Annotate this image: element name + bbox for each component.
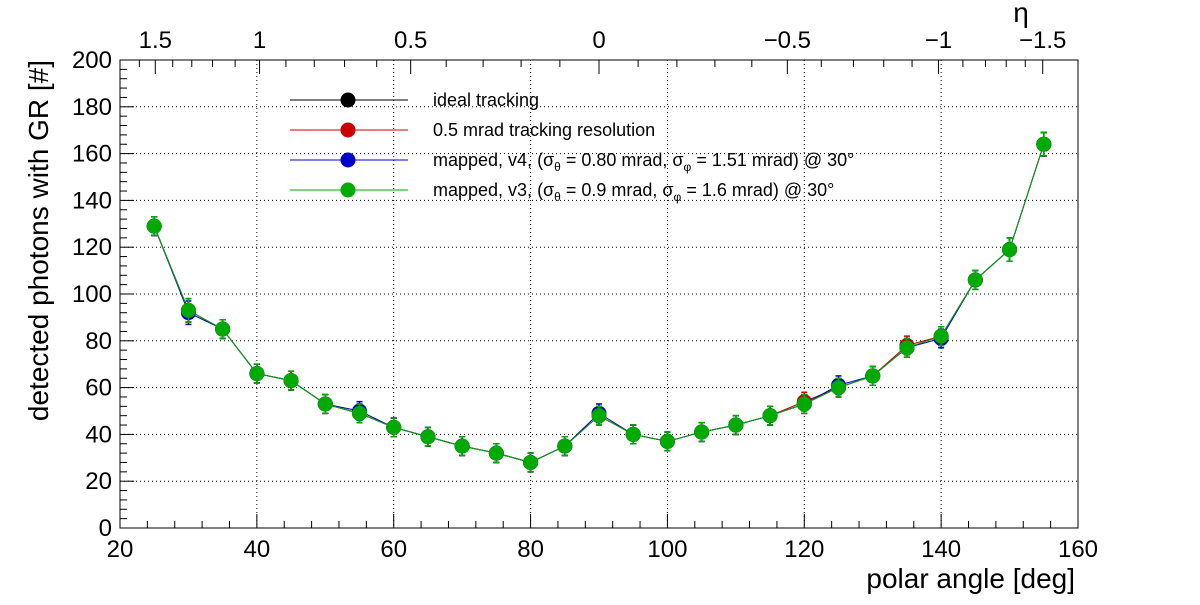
data-point [557,438,573,454]
data-point [728,417,744,433]
data-point [625,426,641,442]
legend-entry-4: mapped, v3, (σθ = 0.9 mrad, σφ = 1.6 mra… [290,180,834,204]
legend-subscript: θ [554,190,561,204]
y-axis-title: detected photons with GR [#] [23,60,54,421]
top-tick-label: 1 [253,27,266,54]
data-point [899,340,915,356]
legend-text-part: = 1.6 mrad) @ 30° [681,180,834,200]
x-tick-label: 40 [244,536,271,563]
legend-text-part: = 1.51 mrad) @ 30° [691,150,854,170]
x-tick-label: 80 [517,536,544,563]
y-tick-label: 40 [85,421,112,448]
legend-subscript: φ [684,160,692,174]
top-tick-label: −1 [925,27,952,54]
legend-subscript: θ [554,160,561,174]
legend-label: 0.5 mrad tracking resolution [433,120,655,140]
x-tick-label: 60 [380,536,407,563]
legend-label: mapped, v3, (σθ = 0.9 mrad, σφ = 1.6 mra… [433,180,834,204]
legend-subscript: φ [674,190,682,204]
data-point [420,429,436,445]
legend-entry-3: mapped, v4, (σθ = 0.80 mrad, σφ = 1.51 m… [290,150,854,174]
top-tick-label: 0 [592,27,605,54]
legend-text-part: ideal tracking [433,90,539,110]
data-point [386,419,402,435]
y-tick-label: 20 [85,468,112,495]
data-point [967,272,983,288]
top-tick-label: −0.5 [764,27,811,54]
data-point [488,445,504,461]
data-point [831,380,846,396]
data-point [659,433,675,449]
data-point [317,396,333,412]
data-point [180,302,196,318]
y-tick-label: 160 [72,141,112,168]
x-tick-label: 140 [921,536,961,563]
data-point [1002,242,1018,258]
axes-layer: 20 40 60 80 100 120 140 16002040608010012014016… [72,27,1098,563]
data-point [283,373,299,389]
x-tick-label: 20 [107,536,134,563]
y-tick-label: 0 [99,515,112,542]
data-point [796,396,812,412]
legend-marker [340,122,356,138]
data-point [249,366,265,382]
data-point [1036,136,1052,152]
legend-text-part: = 0.9 mrad, σ [561,180,674,200]
y-tick-label: 140 [72,187,112,214]
legend-entry-1: ideal tracking [290,90,539,110]
top-tick-label: 1.5 [139,27,172,54]
legend-label: ideal tracking [433,90,539,110]
data-point [762,408,778,424]
data-point [352,405,367,421]
series-4 [146,131,1052,473]
legend-marker [340,182,356,198]
data-point [591,408,607,424]
legend-text-part: mapped, v4, (σ [433,150,554,170]
y-tick-label: 60 [85,375,112,402]
top-tick-label: −1.5 [1019,27,1066,54]
data-point [454,438,470,454]
y-tick-label: 120 [72,234,112,261]
y-tick-label: 180 [72,94,112,121]
top-tick-label: 0.5 [394,27,427,54]
x-tick-label: 100 [647,536,687,563]
x-tick-label: 120 [784,536,824,563]
data-point [215,321,231,337]
legend-marker [340,92,356,108]
legend-text-part: = 0.80 mrad, σ [561,150,684,170]
legend-label: mapped, v4, (σθ = 0.80 mrad, σφ = 1.51 m… [433,150,854,174]
x-tick-label: 160 [1058,536,1098,563]
data-point [933,328,949,344]
x-axis-title: polar angle [deg] [866,563,1075,594]
data-point [523,454,539,470]
y-tick-label: 200 [72,47,112,74]
series-layer [146,131,1052,473]
legend-text-part: 0.5 mrad tracking resolution [433,120,655,140]
top-axis-title: η [1013,0,1029,28]
y-tick-label: 100 [72,281,112,308]
data-point [146,218,162,234]
legend-text-part: mapped, v3, (σ [433,180,554,200]
legend-marker [340,152,356,168]
data-point [694,424,710,440]
legend-entry-2: 0.5 mrad tracking resolution [290,120,655,140]
legend-layer: ideal tracking 0.5 mrad tracking resoluti… [290,90,854,204]
y-tick-label: 80 [85,328,112,355]
data-point [865,368,881,384]
